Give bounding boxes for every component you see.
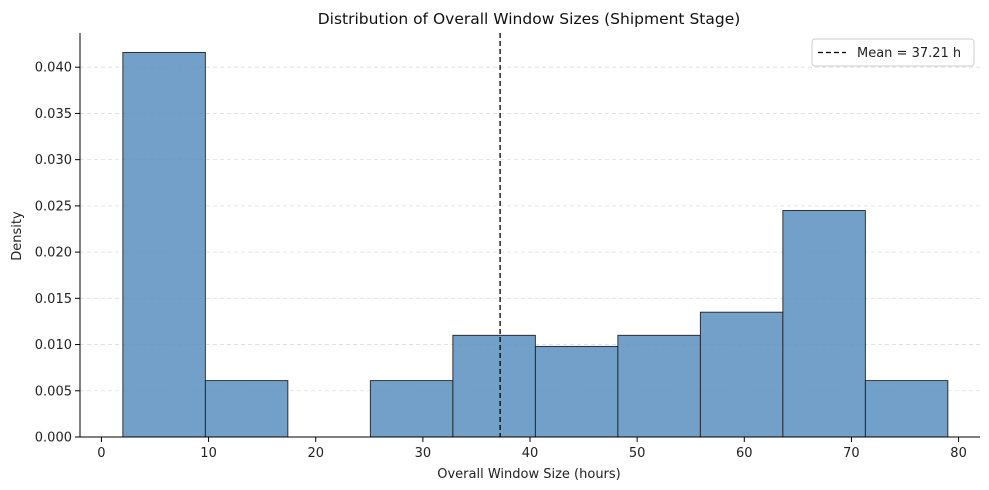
x-tick-label: 70 <box>843 446 860 461</box>
x-tick-label: 0 <box>97 446 105 461</box>
legend-label-mean: Mean = 37.21 h <box>857 46 961 61</box>
y-tick-label: 0.035 <box>35 107 72 122</box>
y-tick-label: 0.010 <box>35 338 72 353</box>
y-gridlines <box>80 66 980 392</box>
histogram-bar <box>534 345 619 438</box>
legend: Mean = 37.21 h <box>811 38 975 67</box>
x-tick-label: 20 <box>307 446 324 461</box>
histogram-bar <box>864 380 949 438</box>
histogram-bar <box>782 210 866 438</box>
histogram-bar <box>452 334 536 438</box>
y-tick-label: 0.015 <box>35 292 72 307</box>
y-tick-label: 0.030 <box>35 153 72 168</box>
x-tick-label: 40 <box>522 446 539 461</box>
x-axis-label: Overall Window Size (hours) <box>437 467 621 482</box>
histogram-bar <box>369 380 454 438</box>
x-tick-label: 30 <box>415 446 432 461</box>
y-axis-label: Density <box>10 211 25 261</box>
y-tick-label: 0.025 <box>35 199 72 214</box>
y-tick-label: 0.020 <box>35 246 72 261</box>
x-tick-label: 50 <box>629 446 646 461</box>
y-tick-label: 0.040 <box>35 61 72 76</box>
y-tick-label: 0.005 <box>35 384 72 399</box>
histogram-bar <box>699 311 784 438</box>
histogram-bar <box>204 380 289 438</box>
chart-title: Distribution of Overall Window Sizes (Sh… <box>318 10 741 28</box>
x-ticks: 0 10 20 30 40 50 60 70 80 <box>97 437 967 461</box>
x-tick-label: 10 <box>200 446 217 461</box>
histogram-bars <box>122 51 949 438</box>
histogram-bar <box>122 51 206 438</box>
y-tick-label: 0.000 <box>35 431 72 446</box>
histogram-bar <box>617 334 701 438</box>
x-tick-label: 80 <box>950 446 967 461</box>
y-ticks: 0.000 0.005 0.010 0.015 0.020 0.025 0.030 0.035… <box>35 61 80 446</box>
legend-box <box>811 38 975 67</box>
x-tick-label: 60 <box>736 446 753 461</box>
